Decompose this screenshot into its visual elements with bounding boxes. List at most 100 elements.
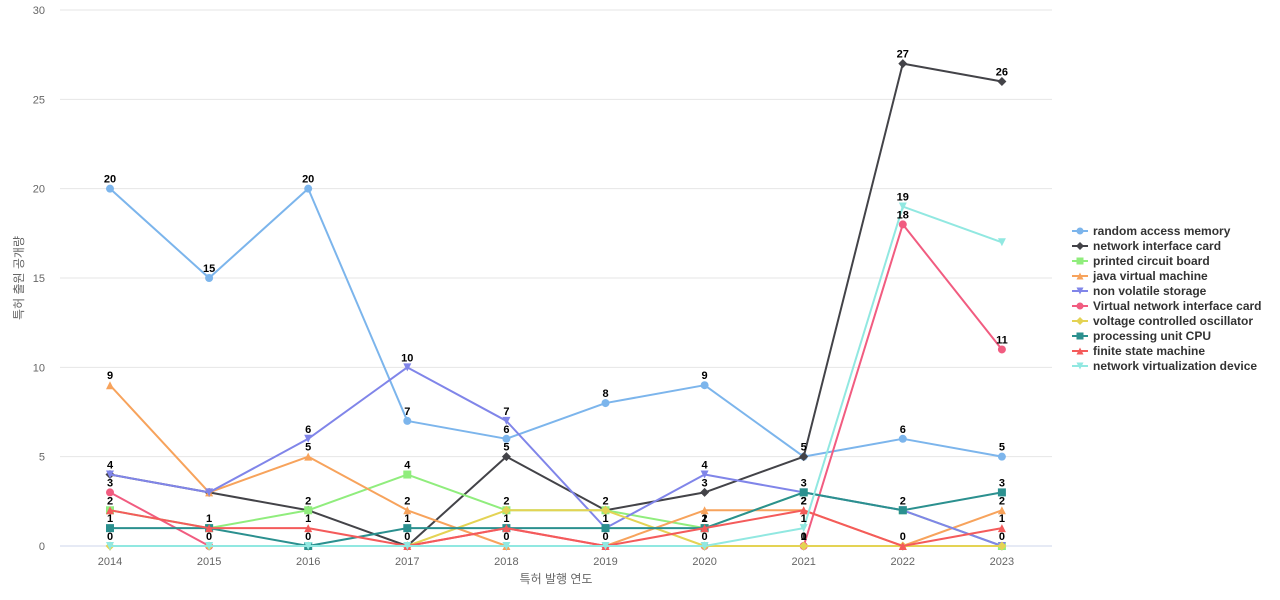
data-label: 2 <box>305 495 311 507</box>
legend-label: printed circuit board <box>1093 254 1210 268</box>
legend-item[interactable]: non volatile storage <box>1072 284 1207 298</box>
legend-item[interactable]: java virtual machine <box>1072 269 1208 283</box>
data-point <box>700 524 709 533</box>
data-point <box>898 434 907 443</box>
data-label: 3 <box>801 477 807 489</box>
data-point <box>502 416 511 425</box>
legend-label: network virtualization device <box>1093 359 1257 373</box>
data-point <box>898 506 907 515</box>
data-label: 20 <box>302 174 314 186</box>
data-label: 0 <box>206 531 212 543</box>
data-point <box>601 524 610 533</box>
data-label: 9 <box>702 370 708 382</box>
y-tick-label: 10 <box>33 362 45 374</box>
data-point <box>501 505 511 515</box>
data-point <box>106 488 114 497</box>
data-point <box>106 524 114 533</box>
series-1 <box>105 59 1007 551</box>
data-label: 10 <box>401 352 413 364</box>
series-9 <box>106 202 1006 550</box>
data-label: 2 <box>801 495 807 507</box>
data-label: 15 <box>203 263 215 275</box>
data-point <box>700 542 709 550</box>
data-label: 6 <box>900 424 906 436</box>
data-label: 27 <box>897 49 909 61</box>
data-label: 0 <box>503 531 509 543</box>
data-point <box>403 506 412 515</box>
data-point <box>106 506 114 515</box>
data-label: 3 <box>999 477 1005 489</box>
legend-item[interactable]: finite state machine <box>1072 344 1205 358</box>
legend-item[interactable]: network virtualization device <box>1072 359 1257 373</box>
y-axis-title: 특허 출원 공개량 <box>12 236 26 320</box>
series-5 <box>106 220 1006 550</box>
legend-symbol <box>1076 347 1084 355</box>
legend-symbol <box>1076 317 1084 325</box>
legend-item[interactable]: processing unit CPU <box>1072 329 1211 343</box>
data-point <box>997 345 1006 354</box>
data-point <box>700 470 709 479</box>
data-label: 2 <box>702 513 708 525</box>
legend-item[interactable]: network interface card <box>1072 239 1221 253</box>
data-point <box>799 452 809 462</box>
data-point <box>799 524 808 533</box>
data-label: 0 <box>305 531 311 543</box>
data-point <box>403 416 412 425</box>
data-point <box>205 488 214 497</box>
legend-symbol <box>1076 362 1084 370</box>
data-point <box>304 524 313 533</box>
data-label: 0 <box>702 531 708 543</box>
data-label: 18 <box>897 209 909 221</box>
y-tick-label: 15 <box>33 273 45 285</box>
series-8 <box>106 506 1006 550</box>
legend-label: Virtual network interface card <box>1093 299 1262 313</box>
x-axis-title: 특허 발행 연도 <box>520 571 593 586</box>
grid-lines <box>60 9 1052 547</box>
data-label: 2 <box>999 495 1005 507</box>
data-label: 6 <box>503 424 509 436</box>
data-point <box>304 506 313 515</box>
data-point <box>304 542 313 550</box>
data-label: 4 <box>404 460 411 472</box>
data-label: 26 <box>996 66 1008 78</box>
legend-symbol <box>1076 272 1084 280</box>
data-label: 0 <box>801 531 807 543</box>
data-point <box>997 524 1006 533</box>
x-tick-label: 2017 <box>395 556 419 568</box>
legend-label: network interface card <box>1093 239 1221 253</box>
y-tick-label: 5 <box>39 452 45 464</box>
x-tick-label: 2014 <box>98 556 122 568</box>
legend-label: finite state machine <box>1093 344 1205 358</box>
data-point <box>700 487 710 497</box>
data-label: 0 <box>900 531 906 543</box>
data-point <box>205 542 214 550</box>
data-point <box>898 542 907 550</box>
data-point <box>601 505 610 515</box>
data-point <box>898 202 907 211</box>
legend-item[interactable]: printed circuit board <box>1072 254 1210 268</box>
legend-item[interactable]: voltage controlled oscillator <box>1072 314 1253 328</box>
data-point <box>898 59 908 69</box>
series-lines <box>105 59 1007 551</box>
data-label: 3 <box>107 477 113 489</box>
x-tick-label: 2022 <box>891 556 915 568</box>
x-tick-label: 2020 <box>692 556 716 568</box>
data-label: 2 <box>900 495 906 507</box>
data-point <box>205 524 214 533</box>
legend-label: processing unit CPU <box>1093 329 1211 343</box>
data-label: 1 <box>702 513 708 525</box>
data-point <box>501 452 511 462</box>
series-3 <box>106 381 1006 550</box>
legend-label: random access memory <box>1093 224 1231 238</box>
data-point <box>304 184 313 193</box>
data-point <box>403 524 412 533</box>
legend-item[interactable]: random access memory <box>1072 224 1231 238</box>
data-label: 8 <box>602 388 608 400</box>
legend-item[interactable]: Virtual network interface card <box>1072 299 1262 313</box>
data-label: 1 <box>107 513 113 525</box>
data-label: 4 <box>702 460 709 472</box>
data-point <box>997 238 1006 247</box>
data-point <box>997 488 1006 497</box>
data-label: 11 <box>996 334 1008 346</box>
